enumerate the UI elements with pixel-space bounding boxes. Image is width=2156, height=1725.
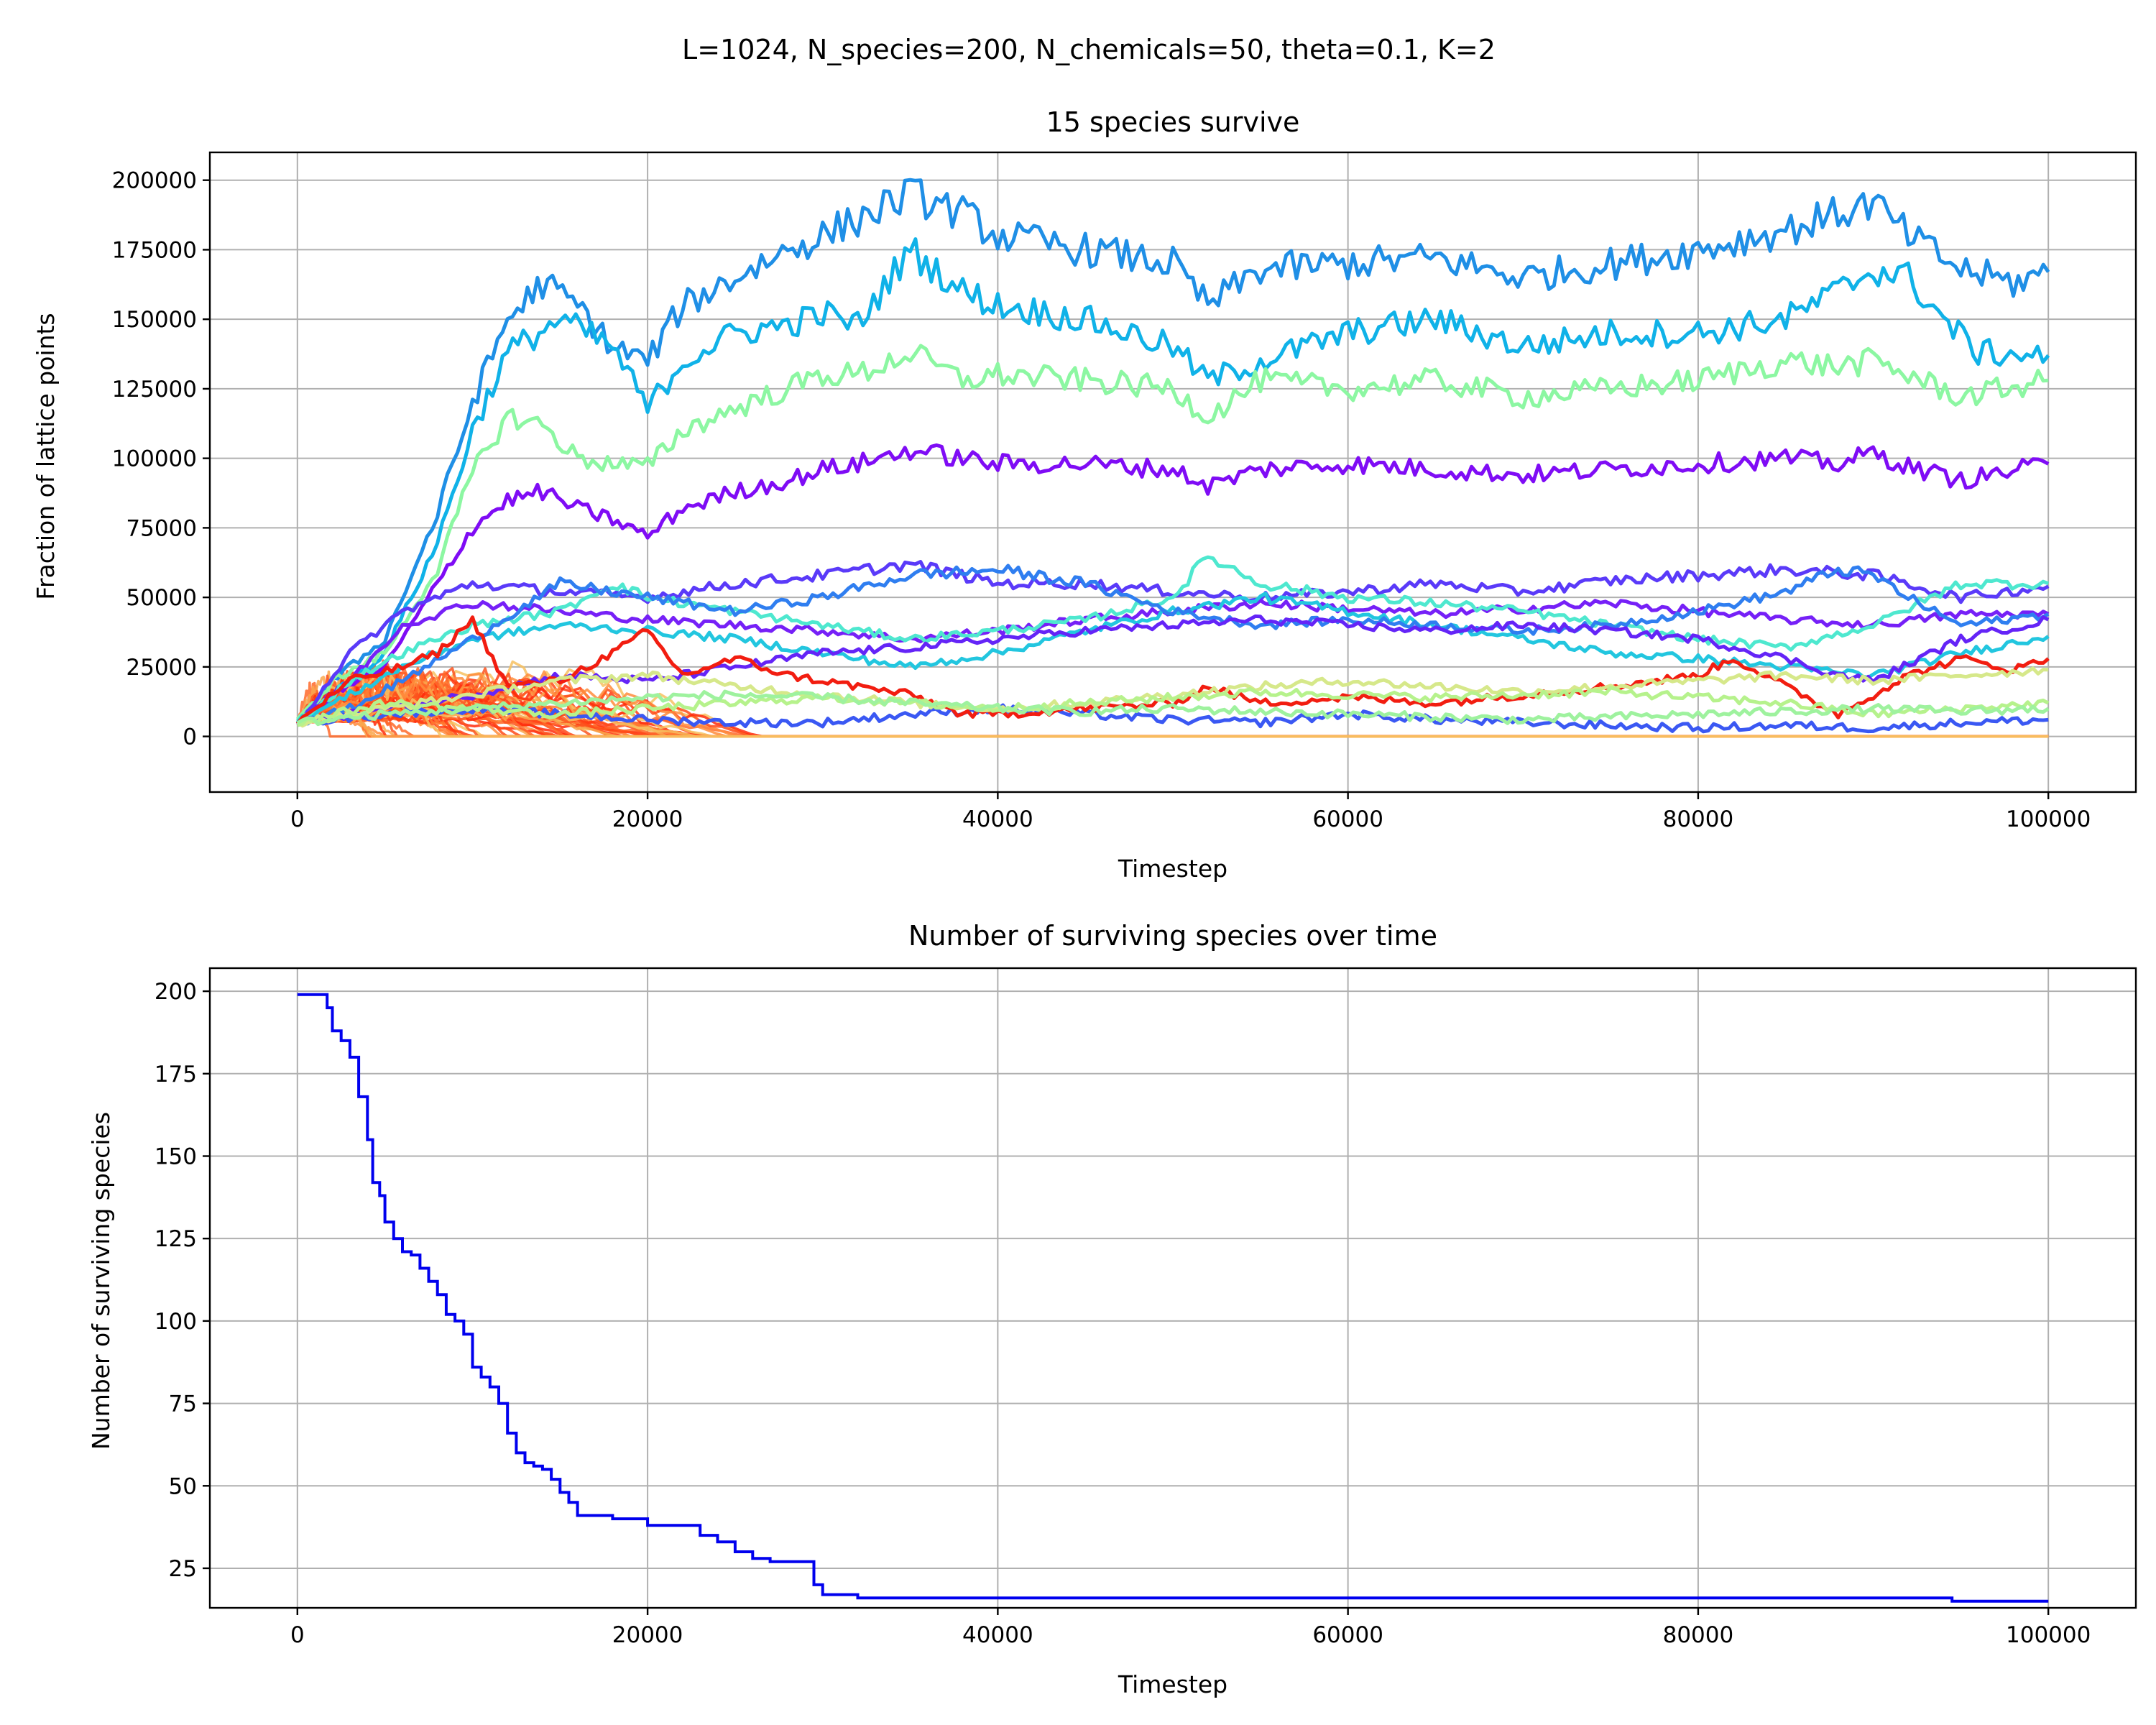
panel-bottom-title: Number of surviving species over time <box>908 920 1437 952</box>
panel-bottom-ytick-label: 175 <box>155 1062 197 1087</box>
panel-bottom-xlabel: Timestep <box>1118 1670 1227 1698</box>
surviving-count-line <box>297 993 2049 1603</box>
panel-top-xtick-label: 100000 <box>2006 806 2091 832</box>
panel-bottom-series <box>297 993 2049 1603</box>
panel-top-ytick-label: 50000 <box>126 585 197 611</box>
panel-top-xlabel: Timestep <box>1118 855 1227 883</box>
surviving-species-line-14 <box>297 686 2050 727</box>
panel-top-ytick-label: 125000 <box>112 377 197 402</box>
panel-top-ytick-label: 75000 <box>126 515 197 541</box>
panel-top-frame <box>208 151 2137 794</box>
panel-top-xtick-label: 40000 <box>962 806 1033 832</box>
surviving-species-line-2 <box>296 237 2050 724</box>
panel-top-ytick-label: 200000 <box>112 168 197 194</box>
panel-bottom-ytick-label: 25 <box>169 1556 197 1582</box>
panel-top-ytick-label: 25000 <box>126 655 197 681</box>
panel-bottom-xtick-label: 40000 <box>962 1622 1033 1648</box>
panel-bottom-ytick-label: 125 <box>155 1226 197 1252</box>
surviving-species-line-7 <box>295 555 2050 722</box>
panel-top-ytick-label: 175000 <box>112 237 197 263</box>
panel-surviving-count: Number of surviving species over time Ti… <box>87 920 2137 1698</box>
panel-bottom-xtick-label: 100000 <box>2006 1622 2091 1648</box>
panel-top-ytick-label: 150000 <box>112 307 197 333</box>
surviving-species-line-1 <box>297 178 2050 722</box>
panel-bottom-ticks: 0 20000 40000 60000 80000 100000 25 50 75 100 125 1… <box>155 979 2091 1648</box>
surviving-species-line-3 <box>295 344 2049 721</box>
surviving-species-line-4 <box>296 443 2050 725</box>
panel-bottom-xtick-label: 20000 <box>612 1622 683 1648</box>
panel-bottom-xtick-label: 60000 <box>1312 1622 1383 1648</box>
figure-suptitle: L=1024, N_species=200, N_chemicals=50, t… <box>682 34 1496 65</box>
panel-bottom-frame <box>208 967 2137 1609</box>
panel-top-xtick-label: 0 <box>290 806 305 832</box>
panel-top-ytick-label: 0 <box>183 724 197 750</box>
panel-bottom-ytick-label: 150 <box>155 1144 197 1169</box>
panel-bottom-ytick-label: 75 <box>169 1392 197 1417</box>
panel-species-abundance: 15 species survive Timestep Fraction of … <box>32 106 2137 883</box>
panel-bottom-grid <box>210 968 2136 1608</box>
panel-top-ticks: 0 20000 40000 60000 80000 100000 0 25000 50000 75… <box>112 168 2091 832</box>
panel-bottom-ylabel: Number of surviving species <box>87 1112 115 1450</box>
panel-top-surviving-species <box>295 178 2050 734</box>
panel-top-xtick-label: 60000 <box>1312 806 1383 832</box>
panel-bottom-xtick-label: 80000 <box>1663 1622 1734 1648</box>
panel-bottom-xtick-label: 0 <box>290 1622 305 1648</box>
surviving-species-line-15 <box>296 689 2050 727</box>
panel-bottom-ytick-label: 50 <box>169 1473 197 1499</box>
panel-top-ytick-label: 100000 <box>112 446 197 472</box>
panel-top-xtick-label: 20000 <box>612 806 683 832</box>
surviving-species-line-9 <box>297 564 2050 727</box>
panel-top-xtick-label: 80000 <box>1663 806 1734 832</box>
panel-top-title: 15 species survive <box>1046 106 1300 138</box>
panel-top-ylabel: Fraction of lattice points <box>32 313 60 599</box>
panel-bottom-ytick-label: 200 <box>155 979 197 1005</box>
surviving-species-line-11 <box>296 703 2049 734</box>
panel-bottom-ytick-label: 100 <box>155 1309 197 1335</box>
